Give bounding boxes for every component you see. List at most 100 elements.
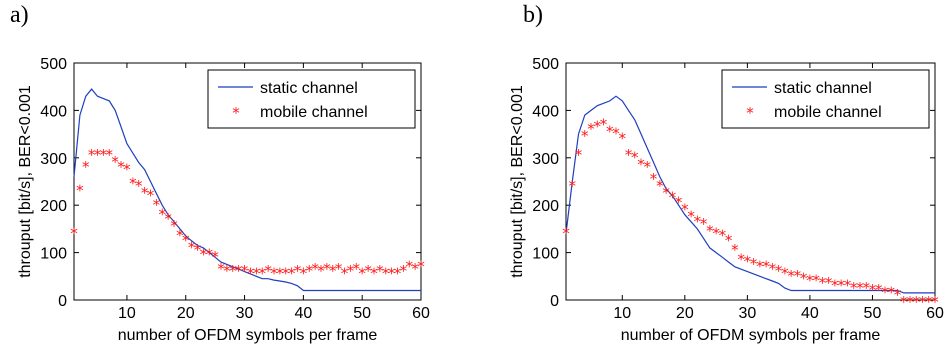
data-point-mobile-channel: * — [675, 193, 683, 211]
y-tick-label: 500 — [532, 56, 559, 73]
data-point-mobile-channel: * — [856, 279, 864, 297]
data-point-mobile-channel: * — [88, 146, 96, 164]
data-point-mobile-channel: * — [182, 231, 190, 249]
data-point-mobile-channel: * — [223, 262, 231, 280]
data-point-mobile-channel: * — [787, 267, 795, 285]
data-point-mobile-channel: * — [311, 260, 319, 278]
legend-box — [207, 69, 416, 129]
x-tick-label: 50 — [353, 305, 371, 322]
data-point-mobile-channel: * — [762, 257, 770, 275]
data-point-mobile-channel: * — [825, 274, 833, 292]
data-point-mobile-channel: * — [388, 265, 396, 283]
data-point-mobile-channel: * — [837, 276, 845, 294]
y-tick-label: 200 — [532, 198, 559, 215]
data-point-mobile-channel: * — [82, 158, 90, 176]
data-point-mobile-channel: * — [364, 262, 372, 280]
data-point-mobile-channel: * — [775, 262, 783, 280]
data-point-mobile-channel: * — [276, 265, 284, 283]
data-point-mobile-channel: * — [600, 115, 608, 133]
data-point-mobile-channel: * — [912, 293, 920, 311]
data-point-mobile-channel: * — [294, 262, 302, 280]
data-point-mobile-channel: * — [669, 189, 677, 207]
data-point-mobile-channel: * — [153, 196, 161, 214]
data-point-mobile-channel: * — [376, 262, 384, 280]
data-point-mobile-channel: * — [353, 260, 361, 278]
data-point-mobile-channel: * — [850, 279, 858, 297]
data-point-mobile-channel: * — [147, 186, 155, 204]
y-tick-label: 0 — [58, 293, 67, 310]
data-point-mobile-channel: * — [769, 260, 777, 278]
data-point-mobile-channel: * — [241, 262, 249, 280]
x-axis-title: number of OFDM symbols per frame — [118, 327, 378, 344]
data-point-mobile-channel: * — [712, 224, 720, 242]
chart-a: 0 100 200 300 400 500 10 20 30 40 50 60 number of OF… — [17, 56, 430, 344]
data-point-mobile-channel: * — [900, 293, 908, 311]
data-point-mobile-channel: * — [200, 246, 208, 264]
data-point-mobile-channel: * — [258, 265, 266, 283]
data-point-mobile-channel: * — [806, 272, 814, 290]
data-point-mobile-channel: * — [650, 170, 658, 188]
data-point-mobile-channel: * — [170, 217, 178, 235]
data-point-mobile-channel: * — [700, 215, 708, 233]
data-point-mobile-channel: * — [129, 175, 137, 193]
data-point-mobile-channel: * — [405, 257, 413, 275]
data-point-mobile-channel: * — [247, 265, 255, 283]
chart-b: 0 100 200 300 400 500 10 20 30 40 50 60 number of OF… — [509, 56, 944, 344]
series-line-static-channel — [565, 95, 935, 294]
legend-label: mobile channel — [260, 104, 368, 121]
data-point-mobile-channel: * — [794, 267, 802, 285]
data-point-mobile-channel: * — [819, 274, 827, 292]
data-point-mobile-channel: * — [206, 246, 214, 264]
data-point-mobile-channel: * — [719, 227, 727, 245]
data-point-mobile-channel: * — [176, 227, 184, 245]
data-point-mobile-channel: * — [300, 265, 308, 283]
x-tick-label: 60 — [412, 305, 430, 322]
data-point-mobile-channel: * — [706, 222, 714, 240]
x-tick-label: 10 — [118, 305, 136, 322]
data-point-mobile-channel: * — [756, 257, 764, 275]
data-point-mobile-channel: * — [831, 276, 839, 294]
data-point-mobile-channel: * — [662, 184, 670, 202]
data-point-mobile-channel: * — [606, 122, 614, 140]
data-point-mobile-channel: * — [417, 257, 425, 275]
data-point-mobile-channel: * — [587, 120, 595, 138]
legend-label: static channel — [774, 80, 872, 97]
data-point-mobile-channel: * — [625, 146, 633, 164]
data-point-mobile-channel: * — [106, 146, 114, 164]
data-point-mobile-channel: * — [575, 146, 583, 164]
x-tick-label: 30 — [738, 305, 756, 322]
data-point-mobile-channel: * — [812, 272, 820, 290]
data-point-mobile-channel: * — [253, 265, 261, 283]
data-point-mobile-channel: * — [400, 262, 408, 280]
data-point-mobile-channel: * — [687, 208, 695, 226]
data-point-mobile-channel: * — [317, 262, 325, 280]
data-point-mobile-channel: * — [235, 262, 243, 280]
data-point-mobile-channel: * — [94, 146, 102, 164]
data-point-mobile-channel: * — [323, 260, 331, 278]
y-tick-label: 300 — [40, 151, 67, 168]
data-point-mobile-channel: * — [329, 262, 337, 280]
data-point-mobile-channel: * — [135, 177, 143, 195]
data-point-mobile-channel: * — [731, 241, 739, 259]
data-point-mobile-channel: * — [270, 265, 278, 283]
y-tick-label: 500 — [40, 56, 67, 73]
data-point-mobile-channel: * — [111, 153, 119, 171]
data-point-mobile-channel: * — [725, 231, 733, 249]
data-point-mobile-channel: * — [737, 250, 745, 268]
data-point-mobile-channel: * — [347, 262, 355, 280]
data-point-mobile-channel: * — [844, 276, 852, 294]
data-point-mobile-channel: * — [188, 238, 196, 256]
data-point-mobile-channel: * — [211, 248, 219, 266]
data-point-mobile-channel: * — [631, 148, 639, 166]
x-tick-label: 20 — [177, 305, 195, 322]
x-axis-title: number of OFDM symbols per frame — [621, 327, 881, 344]
data-point-mobile-channel: * — [264, 262, 272, 280]
data-point-mobile-channel: * — [194, 241, 202, 259]
data-point-mobile-channel: * — [562, 224, 570, 242]
data-point-mobile-channel: * — [881, 284, 889, 302]
data-point-mobile-channel: * — [894, 286, 902, 304]
data-point-mobile-channel: * — [619, 129, 627, 147]
data-point-mobile-channel: * — [887, 284, 895, 302]
legend-label: static channel — [260, 80, 358, 97]
data-point-mobile-channel: * — [282, 265, 290, 283]
